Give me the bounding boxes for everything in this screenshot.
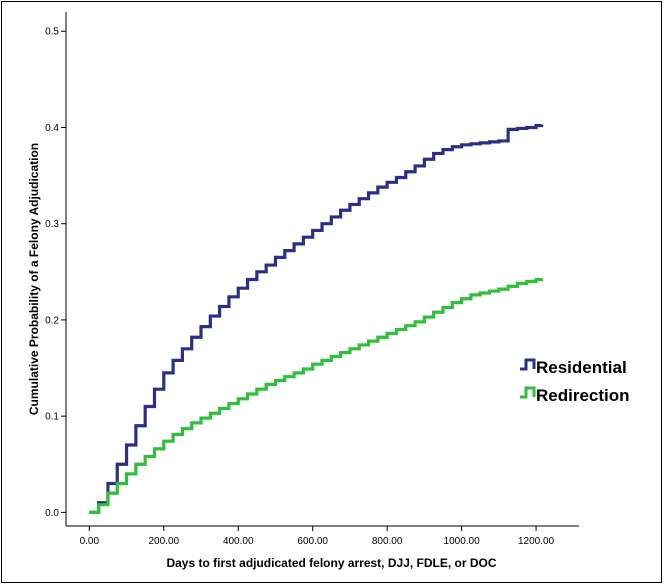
y-tick-label: 0.4: [45, 123, 59, 134]
y-tick-label: 0.1: [45, 412, 59, 423]
x-tick-label: 0.00: [80, 536, 100, 547]
y-axis-title: Cumulative Probability of a Felony Adjud…: [27, 143, 41, 415]
series-layer: [89, 123, 544, 514]
legend-swatch-redirection: [520, 386, 536, 399]
x-tick-label: 1200.00: [518, 536, 555, 547]
ticks-layer: 0.0 0.1 0.2 0.3 0.4 0.5 0.00 200.00 400.00 600.00…: [45, 27, 554, 547]
y-tick-label: 0.5: [45, 27, 59, 38]
legend-swatch-residential: [520, 358, 536, 371]
x-tick-label: 1000.00: [444, 536, 481, 547]
y-tick-label: 0.2: [45, 315, 59, 326]
y-tick-label: 0.3: [45, 219, 59, 230]
series-line-redirection: [89, 277, 544, 514]
legend: Residential Redirection: [520, 358, 630, 405]
legend-label-residential: Residential: [536, 358, 627, 377]
x-tick-label: 200.00: [148, 536, 179, 547]
legend-label-redirection: Redirection: [536, 386, 630, 405]
axes-layer: [65, 12, 579, 527]
x-axis-title: Days to first adjudicated felony arrest,…: [166, 556, 496, 570]
y-tick-label: 0.0: [45, 508, 59, 519]
x-tick-label: 800.00: [372, 536, 403, 547]
x-tick-label: 600.00: [297, 536, 328, 547]
x-tick-label: 400.00: [223, 536, 254, 547]
series-line-residential: [89, 123, 544, 514]
